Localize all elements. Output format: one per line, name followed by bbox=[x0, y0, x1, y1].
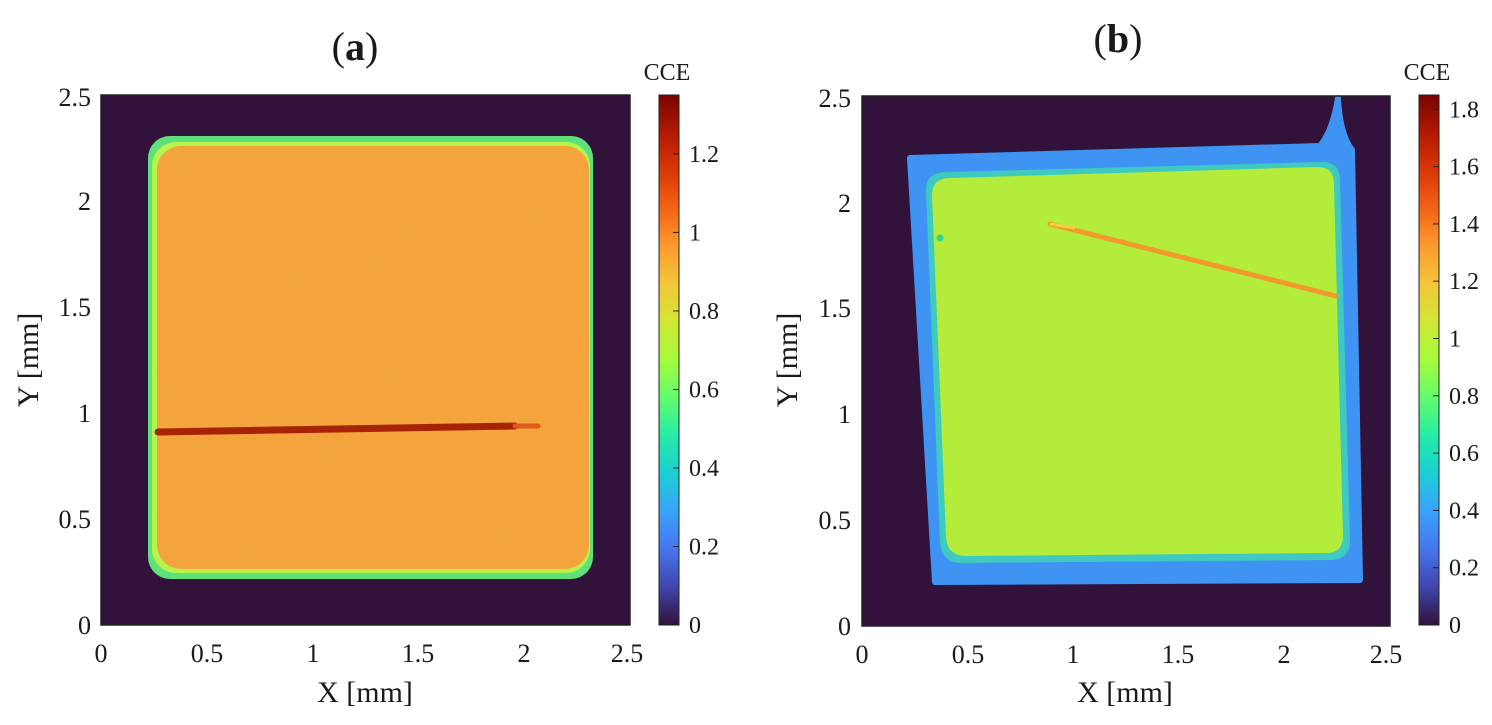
panel-a-xtick: 0.5 bbox=[191, 639, 224, 668]
panel-a-ytick: 2 bbox=[78, 187, 91, 216]
panel-b-y-axis-label: Y [mm] bbox=[771, 313, 804, 408]
panel-b-xtick: 0 bbox=[856, 640, 869, 669]
panel-a-colorbar-tick: 0.8 bbox=[689, 299, 719, 325]
panel-a-colorbar-tick: 0 bbox=[689, 613, 701, 639]
panel-a-x-ticks: 0 0.5 1 1.5 2 2.5 bbox=[95, 639, 644, 668]
panel-b-x-axis-label: X [mm] bbox=[1077, 676, 1173, 709]
panel-a-ytick: 0 bbox=[78, 611, 91, 640]
panel-b-xtick: 1 bbox=[1067, 640, 1080, 669]
panel-b-defect-line-head bbox=[1049, 222, 1076, 230]
panel-b-y-ticks: 0 0.5 1 1.5 2 2.5 bbox=[819, 84, 852, 641]
panel-b-spot bbox=[936, 234, 944, 242]
panel-a-colorbar-label: CCE bbox=[644, 60, 691, 86]
panel-a-y-ticks: 0 0.5 1 1.5 2 2.5 bbox=[59, 83, 92, 640]
panel-a-ytick: 2.5 bbox=[59, 83, 92, 112]
panel-a-x-axis-label: X [mm] bbox=[317, 676, 413, 709]
panel-b-ytick: 2.5 bbox=[819, 84, 852, 113]
panel-b: (b) 0 0.5 1 1.5 2 2.5 0 0.5 1 1.5 2 bbox=[771, 16, 1479, 709]
panel-a-xtick: 1.5 bbox=[402, 639, 435, 668]
panel-b-x-ticks: 0 0.5 1 1.5 2 2.5 bbox=[856, 640, 1403, 669]
panel-b-colorbar-tick: 0.2 bbox=[1449, 556, 1479, 582]
panel-a-defect-line bbox=[154, 422, 519, 436]
panel-a: (a) 0 0.5 1 1.5 2 2.5 0 0.5 1 1.5 2 bbox=[12, 24, 719, 709]
panel-a-ytick: 1 bbox=[78, 399, 91, 428]
panel-b-colorbar-tick: 1.2 bbox=[1449, 269, 1479, 295]
panel-a-colorbar-tick: 0.6 bbox=[689, 377, 719, 403]
panel-a-colorbar-tick: 0.2 bbox=[689, 534, 719, 560]
panel-a-xtick: 2.5 bbox=[611, 639, 644, 668]
panel-b-colorbar-gradient bbox=[1418, 94, 1440, 626]
panel-b-ytick: 2 bbox=[838, 189, 851, 218]
panel-a-noise bbox=[157, 146, 589, 569]
panel-a-title: (a) bbox=[332, 24, 379, 69]
panel-b-colorbar-tick: 0.6 bbox=[1449, 441, 1479, 467]
panel-b-colorbar-tick: 1.6 bbox=[1449, 155, 1479, 181]
panel-b-xtick: 0.5 bbox=[952, 640, 985, 669]
panel-b-ytick: 1.5 bbox=[819, 294, 852, 323]
panel-a-colorbar-tick: 1 bbox=[689, 220, 701, 246]
panel-b-detector-interior bbox=[932, 167, 1343, 556]
panel-b-title: (b) bbox=[1094, 16, 1143, 61]
panel-b-plot-area bbox=[861, 95, 1391, 627]
panel-b-frame bbox=[861, 95, 1391, 627]
panel-b-defect-line bbox=[1047, 221, 1339, 299]
panel-a-ytick: 0.5 bbox=[59, 505, 92, 534]
panel-b-colorbar-tick: 1.4 bbox=[1449, 212, 1479, 238]
panel-b-colorbar-tick: 1.8 bbox=[1449, 97, 1479, 123]
panel-a-colorbar-gradient bbox=[658, 94, 680, 626]
panel-b-colorbar-label: CCE bbox=[1404, 60, 1451, 86]
panel-b-xtick: 2.5 bbox=[1370, 640, 1403, 669]
panel-b-xtick: 2 bbox=[1278, 640, 1291, 669]
panel-a-y-axis-label: Y [mm] bbox=[12, 313, 45, 408]
panel-b-colorbar-tick: 0.8 bbox=[1449, 384, 1479, 410]
panel-a-xtick: 2 bbox=[518, 639, 531, 668]
panel-b-ytick: 0 bbox=[838, 612, 851, 641]
panel-b-colorbar-tick: 0 bbox=[1449, 613, 1461, 639]
panel-b-ytick: 0.5 bbox=[819, 506, 852, 535]
panel-a-xtick: 0 bbox=[95, 639, 108, 668]
panel-a-colorbar-tick: 1.2 bbox=[689, 142, 719, 168]
panel-b-colorbar: CCE 0 0.2 0.4 0.6 0.8 1 1.2 1.4 1.6 1.8 bbox=[1404, 60, 1479, 639]
panel-a-plot-area bbox=[100, 94, 631, 626]
panel-b-xtick: 1.5 bbox=[1162, 640, 1195, 669]
panel-b-colorbar-tick: 1 bbox=[1449, 327, 1461, 353]
panel-a-colorbar: CCE 0 0.2 0.4 0.6 0.8 1 1.2 bbox=[644, 60, 719, 639]
panel-a-ytick: 1.5 bbox=[59, 293, 92, 322]
panel-a-xtick: 1 bbox=[307, 639, 320, 668]
panel-b-colorbar-tick: 0.4 bbox=[1449, 498, 1479, 524]
panel-a-colorbar-tick: 0.4 bbox=[689, 456, 719, 482]
panel-b-ytick: 1 bbox=[838, 400, 851, 429]
panel-a-frame bbox=[100, 94, 631, 626]
